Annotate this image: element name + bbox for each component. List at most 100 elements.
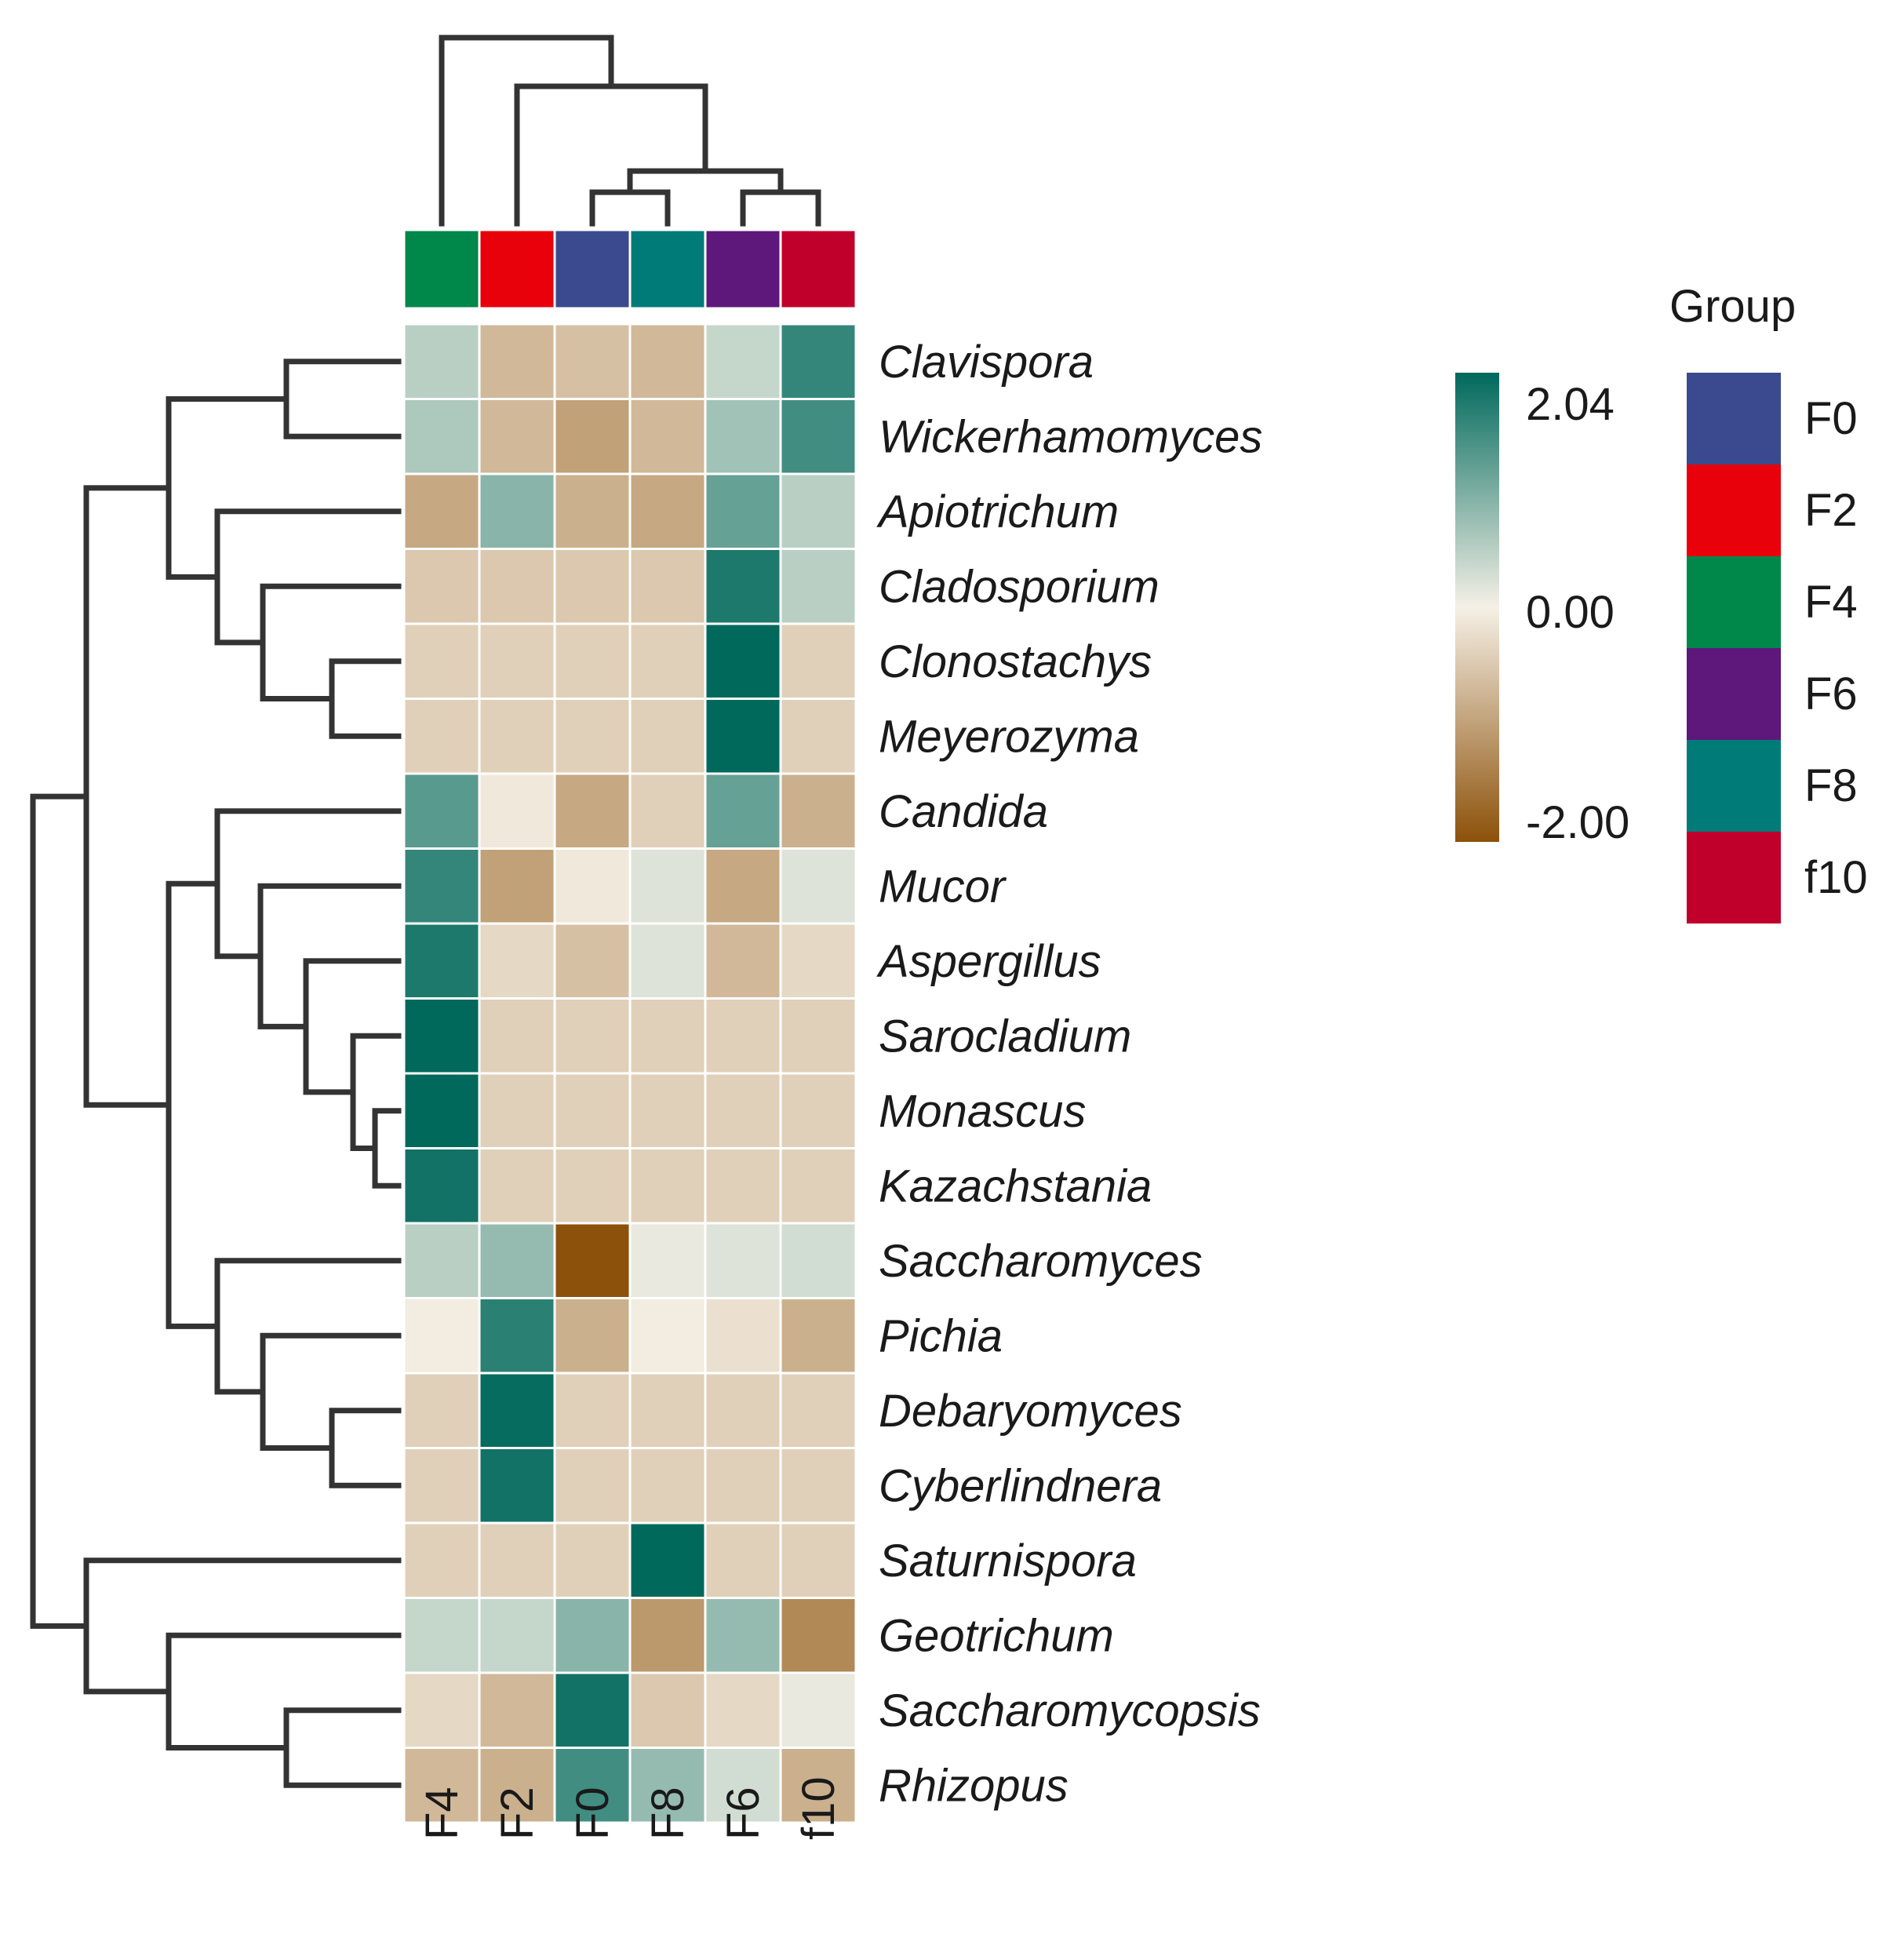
column-label: F6 — [718, 1787, 769, 1840]
heatmap-cell — [704, 997, 782, 1075]
heatmap-cell — [779, 922, 857, 1000]
heatmap-cell — [553, 1222, 632, 1299]
heatmap-cell — [402, 1222, 481, 1299]
heatmap-cell — [628, 622, 707, 700]
heatmap-cell — [704, 322, 782, 400]
row-dendrogram — [30, 359, 402, 1788]
row-label: Cyberlindnera — [879, 1460, 1162, 1511]
heatmap-cell — [628, 1072, 707, 1149]
row-label: Monascus — [879, 1086, 1086, 1137]
group-legend-swatch — [1687, 740, 1781, 832]
heatmap-cell — [779, 1671, 857, 1749]
heatmap-cell — [779, 1072, 857, 1149]
heatmap-cell — [402, 698, 481, 775]
colorbar-mid-label: 0.00 — [1526, 587, 1615, 638]
group-annotation-cell — [402, 228, 481, 310]
heatmap-cell — [478, 548, 556, 625]
heatmap-cell — [478, 622, 556, 700]
heatmap-cell — [553, 398, 632, 475]
row-label: Debaryomyces — [879, 1386, 1182, 1437]
heatmap-cell — [553, 1521, 632, 1599]
heatmap-cell — [628, 1597, 707, 1674]
heatmap-cell — [402, 922, 481, 1000]
heatmap-cell — [628, 472, 707, 550]
heatmap-cell — [628, 1447, 707, 1525]
heatmap-cell — [402, 622, 481, 700]
heatmap-cell — [478, 1372, 556, 1449]
row-label: Aspergillus — [876, 936, 1101, 987]
heatmap-cell — [779, 1147, 857, 1225]
column-labels: F4 F2 F0 F8 F6 f10 — [417, 1776, 844, 1840]
heatmap-cell — [628, 548, 707, 625]
heatmap-cell — [704, 1671, 782, 1749]
group-annotation-cell — [553, 228, 632, 310]
row-label: Meyerozyma — [879, 711, 1139, 762]
heatmap-cell — [779, 398, 857, 475]
row-label: Wickerhamomyces — [879, 411, 1262, 462]
heatmap-cell — [478, 1222, 556, 1299]
row-dendrogram-branch — [83, 485, 172, 1108]
heatmap-cell — [628, 322, 707, 400]
row-label: Clonostachys — [879, 636, 1152, 687]
heatmap-cell — [478, 1297, 556, 1375]
heatmap-cell — [704, 548, 782, 625]
heatmap-cell — [553, 1447, 632, 1525]
heatmap-cell — [402, 548, 481, 625]
heatmap-cell — [478, 1447, 556, 1525]
heatmap-cell — [628, 1747, 707, 1824]
group-legend-swatch — [1687, 832, 1781, 923]
group-annotation-cell — [478, 228, 556, 310]
row-dendrogram-branch — [257, 883, 402, 1029]
heatmap-cell — [402, 1447, 481, 1525]
heatmap-cell — [628, 997, 707, 1075]
heatmap-cell — [628, 1147, 707, 1225]
heatmap-cell — [628, 1521, 707, 1599]
heatmap-cell — [553, 698, 632, 775]
group-legend-swatch — [1687, 464, 1781, 556]
heatmap-cell — [402, 1297, 481, 1375]
heatmap-cell — [704, 1747, 782, 1824]
group-annotation-cell — [704, 228, 782, 310]
heatmap-cell — [402, 1671, 481, 1749]
column-label: F0 — [567, 1787, 618, 1840]
heatmap-cell — [779, 548, 857, 625]
heatmap-cell — [779, 1222, 857, 1299]
heatmap-cell — [478, 1597, 556, 1674]
heatmap-cell — [553, 322, 632, 400]
heatmap-cell — [402, 398, 481, 475]
heatmap-cell — [553, 997, 632, 1075]
group-legend-label: F6 — [1804, 668, 1858, 719]
heatmap-cell — [402, 997, 481, 1075]
column-label: f10 — [793, 1776, 844, 1840]
heatmap-cell — [402, 1747, 481, 1824]
heatmap-cell — [779, 322, 857, 400]
heatmap-cell — [553, 772, 632, 850]
row-label: Cladosporium — [879, 561, 1160, 612]
heatmap-cell — [402, 1597, 481, 1674]
heatmap-cell — [402, 472, 481, 550]
heatmap-cell — [478, 1147, 556, 1225]
row-label: Saturnispora — [879, 1536, 1137, 1587]
heatmap-cell — [628, 772, 707, 850]
column-dendrogram-branch — [627, 168, 784, 195]
heatmap-cell — [704, 622, 782, 700]
row-label: Rhizopus — [879, 1760, 1068, 1811]
row-dendrogram-branch — [283, 359, 402, 439]
heatmap-cell — [478, 847, 556, 925]
column-label: F8 — [643, 1787, 694, 1840]
heatmap-cell — [704, 398, 782, 475]
heatmap-cell — [704, 922, 782, 1000]
heatmap-cell — [628, 398, 707, 475]
heatmap-cell — [628, 1297, 707, 1375]
group-legend-swatch — [1687, 556, 1781, 648]
group-legend-label: F0 — [1804, 393, 1858, 444]
heatmap-cell — [779, 622, 857, 700]
heatmap-cell — [402, 1147, 481, 1225]
row-dendrogram-branch — [372, 1108, 402, 1189]
heatmap-cell — [478, 1521, 556, 1599]
heatmap-cell — [779, 772, 857, 850]
colorbar-min-label: -2.00 — [1526, 797, 1629, 848]
row-dendrogram-branch — [166, 880, 220, 1329]
row-label: Clavispora — [879, 337, 1094, 388]
heatmap-cell — [779, 1597, 857, 1674]
